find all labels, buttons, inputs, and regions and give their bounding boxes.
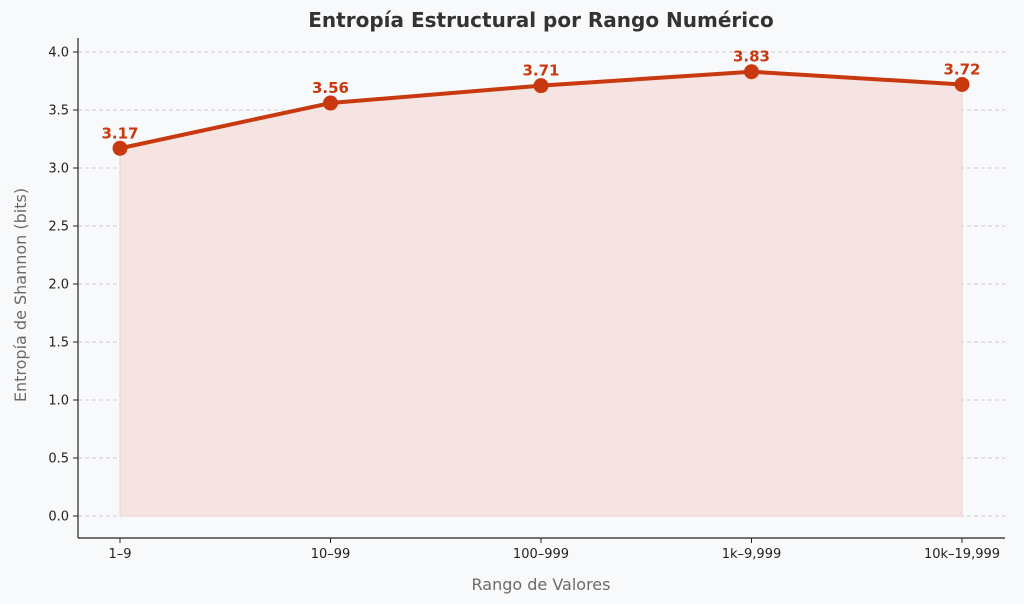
data-points — [112, 64, 970, 156]
x-tick-label: 1k–9,999 — [722, 547, 782, 562]
data-label: 3.71 — [522, 62, 559, 80]
y-tick-label: 3.0 — [48, 162, 69, 177]
y-tick-label: 0.0 — [48, 510, 69, 525]
data-point — [533, 78, 549, 94]
y-tick-label: 3.5 — [48, 104, 69, 119]
y-tick-labels: 0.0 0.5 1.0 1.5 2.0 2.5 3.0 3.5 4.0 — [48, 46, 78, 525]
data-label: 3.17 — [101, 124, 138, 142]
x-tick-label: 100–999 — [513, 547, 569, 562]
y-axis-label: Entropía de Shannon (bits) — [11, 188, 30, 402]
y-tick-label: 1.5 — [48, 336, 69, 351]
area-fill — [119, 71, 963, 517]
data-label: 3.56 — [312, 79, 349, 97]
data-point — [744, 64, 759, 80]
y-tick-label: 0.5 — [48, 452, 69, 467]
data-point — [112, 140, 128, 156]
y-tick-label: 2.5 — [48, 220, 69, 235]
y-tick-label: 4.0 — [48, 46, 69, 61]
area-layer — [119, 71, 963, 517]
y-tick-label: 2.0 — [48, 278, 69, 293]
x-tick-label: 10–99 — [311, 547, 351, 562]
x-tick-label: 10k–19,999 — [924, 547, 1000, 562]
data-point — [954, 76, 970, 92]
data-point — [323, 95, 338, 111]
data-label: 3.83 — [733, 48, 770, 66]
data-label: 3.72 — [943, 60, 980, 78]
y-tick-label: 1.0 — [48, 394, 69, 409]
x-tick-labels: 1–9 10–99 100–999 1k–9,999 10k–19,999 — [108, 538, 1000, 562]
data-labels: 3.17 3.56 3.71 3.83 3.72 — [101, 48, 980, 143]
chart-title: Entropía Estructural por Rango Numérico — [308, 8, 774, 32]
x-tick-label: 1–9 — [108, 547, 131, 562]
x-axis-label: Rango de Valores — [472, 575, 611, 594]
